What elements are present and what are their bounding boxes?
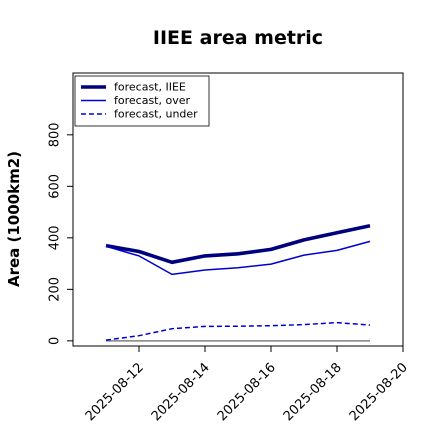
y-tick-label-4: 800	[48, 122, 63, 147]
series-line-1	[105, 240, 371, 276]
y-axis-label: Area (1000km2)	[5, 151, 23, 287]
x-tick-label-2: 2025-08-16	[215, 360, 279, 424]
x-tick-label-0: 2025-08-12	[83, 360, 147, 424]
chart-title: IIEE area metric	[153, 27, 323, 49]
y-tick-label-0: 0	[48, 337, 63, 345]
y-tick-label-2: 400	[48, 225, 63, 250]
series-line-0	[105, 223, 371, 265]
plot-frame	[72, 72, 404, 347]
series-layer	[105, 223, 371, 341]
legend-label-2: forecast, under	[114, 108, 198, 121]
series-line-2	[105, 321, 371, 341]
y-tick-label-1: 200	[48, 277, 63, 302]
x-tick-label-4: 2025-08-20	[347, 360, 411, 424]
x-ticks: 2025-08-12 2025-08-14 2025-08-16 2025-08-18…	[83, 346, 411, 424]
y-ticks: 0 200 400 600 800	[48, 122, 73, 345]
y-tick-label-3: 600	[48, 174, 63, 199]
x-tick-label-3: 2025-08-18	[281, 360, 345, 424]
legend-label-0: forecast, IIEE	[114, 81, 186, 94]
x-tick-label-1: 2025-08-14	[149, 360, 213, 424]
legend-label-1: forecast, over	[114, 94, 190, 107]
